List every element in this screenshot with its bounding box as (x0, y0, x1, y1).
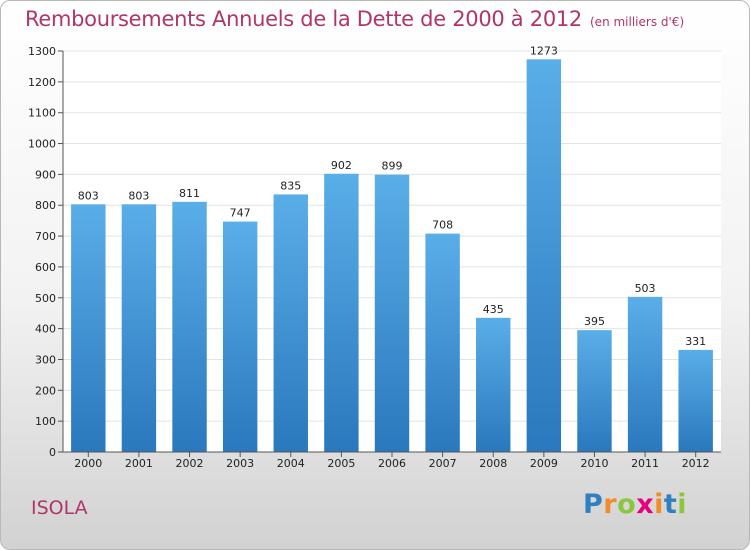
bar (324, 173, 359, 452)
x-tick-label: 2011 (631, 457, 659, 470)
y-tick-label: 300 (35, 353, 56, 366)
y-tick-label: 400 (35, 323, 56, 336)
y-tick-label: 0 (49, 446, 56, 459)
bar (425, 233, 460, 452)
bar (71, 204, 106, 452)
y-tick-label: 1300 (28, 45, 56, 58)
data-label: 503 (635, 282, 656, 295)
bar (172, 201, 207, 452)
bar (222, 221, 258, 452)
x-tick-label: 2005 (327, 457, 355, 470)
bar (121, 204, 157, 452)
data-label: 395 (584, 315, 605, 328)
bar (627, 296, 663, 452)
data-label: 811 (179, 187, 200, 200)
chart-subtitle: (en milliers d'€) (590, 15, 685, 29)
x-tick-label: 2004 (277, 457, 305, 470)
bar (678, 349, 713, 452)
bar (577, 330, 612, 452)
axes: 0 100 200 300 400 500 600 700 800 900 1000 1100 1200… (28, 45, 721, 470)
y-tick-label: 200 (35, 384, 56, 397)
brand-letter: t (663, 489, 678, 520)
y-tick-label: 600 (35, 261, 56, 274)
x-tick-label: 2000 (74, 457, 102, 470)
x-tick-label: 2012 (682, 457, 710, 470)
y-tick-label: 1000 (28, 138, 56, 151)
x-tick-label: 2001 (125, 457, 153, 470)
bar (374, 174, 410, 453)
bar-chart: 803 803 811 747 835 902 899 708 435 1273 395 503 331… (28, 44, 721, 470)
data-label: 902 (331, 159, 352, 172)
x-tick-label: 2010 (580, 457, 608, 470)
brand-letter: i (677, 489, 688, 520)
y-tick-label: 500 (35, 292, 56, 305)
y-tick-label: 800 (35, 199, 56, 212)
data-label: 1273 (530, 44, 558, 57)
brand-letter: x (636, 489, 655, 520)
x-tick-label: 2008 (479, 457, 507, 470)
brand-letter: o (617, 489, 637, 520)
data-label: 331 (685, 335, 706, 348)
bar (273, 194, 308, 452)
brand-letter: P (583, 489, 604, 520)
bar (476, 317, 511, 452)
brand-logo: Proxiti (583, 489, 687, 520)
brand-letter: i (654, 489, 664, 520)
location-label: ISOLA (31, 497, 88, 519)
data-label: 899 (382, 160, 403, 173)
y-tick-label: 1200 (28, 76, 56, 89)
x-tick-label: 2003 (226, 457, 254, 470)
x-tick-label: 2007 (429, 457, 457, 470)
chart-title-text: Remboursements Annuels de la Dette de 20… (25, 7, 582, 31)
x-tick-label: 2006 (378, 457, 406, 470)
data-label: 803 (78, 189, 99, 202)
bar (526, 59, 562, 452)
chart-title: Remboursements Annuels de la Dette de 20… (25, 7, 684, 31)
y-tick-label: 100 (35, 415, 56, 428)
data-label: 435 (483, 303, 504, 316)
y-tick-label: 1100 (28, 107, 56, 120)
brand-letter: r (603, 489, 618, 520)
data-label: 803 (128, 189, 149, 202)
x-tick-label: 2002 (176, 457, 204, 470)
data-label: 835 (280, 179, 301, 192)
y-tick-label: 700 (35, 230, 56, 243)
data-label: 708 (432, 219, 453, 232)
data-label: 747 (230, 207, 251, 220)
bars: 803 803 811 747 835 902 899 708 435 1273 395 503 331 (71, 44, 713, 453)
x-tick-label: 2009 (530, 457, 558, 470)
y-tick-label: 900 (35, 168, 56, 181)
